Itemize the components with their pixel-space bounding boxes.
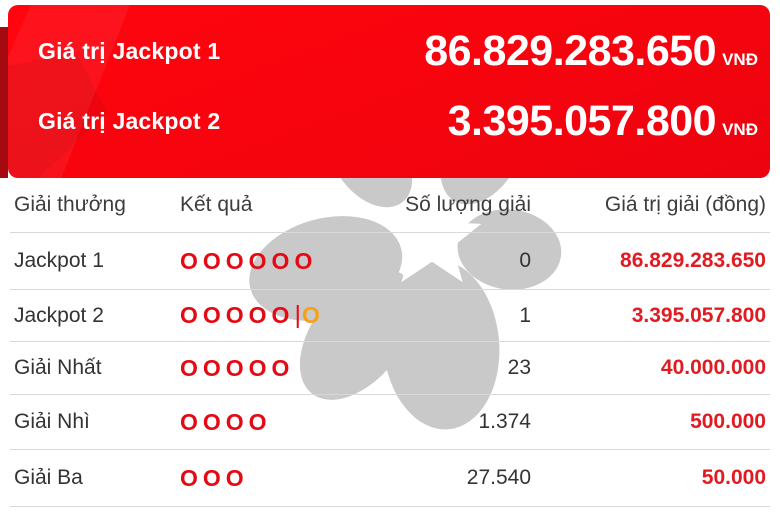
- header-prize: Giải thưởng: [14, 193, 126, 216]
- main-balls: OOOOOO: [180, 247, 318, 274]
- main-balls: OOOOO: [180, 302, 295, 328]
- result-balls: OOOOO|O: [180, 301, 350, 330]
- jackpot1-value: 86.829.283.650 VNĐ: [424, 27, 758, 76]
- jackpot1-label: Giá trị Jackpot 1: [38, 38, 221, 64]
- prize-name: Giải Ba: [14, 466, 83, 489]
- header-result: Kết quả: [180, 193, 253, 216]
- prize-value: 3.395.057.800: [631, 303, 766, 327]
- prize-count: 0: [519, 249, 531, 272]
- jackpot2-label: Giá trị Jackpot 2: [38, 108, 221, 134]
- table-header-row: Giải thưởng Kết quả Số lượng giải Giá tr…: [10, 178, 770, 233]
- prize-count: 1: [519, 303, 531, 327]
- bonus-ball: O: [301, 302, 325, 328]
- prize-value: 40.000.000: [660, 356, 766, 379]
- result-balls: OOOOO: [180, 355, 350, 382]
- jackpot2-value: 3.395.057.800 VNĐ: [448, 97, 758, 146]
- jackpot-banner: Giá trị Jackpot 1 86.829.283.650 VNĐ Giá …: [8, 5, 770, 178]
- ball-separator: |: [294, 301, 302, 329]
- left-edge-accent: [0, 27, 8, 178]
- result-balls: OOOO: [180, 409, 350, 436]
- prize-value: 86.829.283.650: [620, 249, 766, 272]
- prize-name: Giải Nhất: [14, 356, 102, 379]
- prize-name: Jackpot 1: [14, 249, 104, 272]
- jackpot2-amount: 3.395.057.800: [447, 97, 717, 145]
- result-balls: OOO: [180, 465, 350, 492]
- table-row-giai-ba: Giải Ba OOO 27.540 50.000: [10, 450, 770, 507]
- table-row-giai-nhat: Giải Nhất OOOOO 23 40.000.000: [10, 342, 770, 395]
- table-row-giai-nhi: Giải Nhì OOOO 1.374 500.000: [10, 395, 770, 450]
- result-balls: OOOOOO: [180, 248, 350, 275]
- main-balls: OOOOO: [180, 354, 295, 381]
- main-balls: OOO: [180, 464, 249, 491]
- prize-count: 1.374: [478, 410, 531, 433]
- jackpot1-currency: VNĐ: [722, 50, 758, 69]
- prize-count: 27.540: [466, 466, 531, 489]
- jackpot2-currency: VNĐ: [722, 120, 758, 139]
- header-count: Số lượng giải: [405, 193, 531, 216]
- prize-name: Jackpot 2: [14, 303, 104, 327]
- jackpot1-amount: 86.829.283.650: [424, 27, 717, 75]
- prize-value: 500.000: [690, 410, 766, 433]
- table-row-jackpot1: Jackpot 1 OOOOOO 0 86.829.283.650: [10, 233, 770, 290]
- main-balls: OOOO: [180, 408, 272, 435]
- table-row-jackpot2: Jackpot 2 OOOOO|O 1 3.395.057.800: [10, 290, 770, 342]
- star-cutout: [382, 188, 482, 283]
- prize-name: Giải Nhì: [14, 410, 90, 433]
- prize-count: 23: [507, 356, 531, 379]
- header-value: Giá trị giải (đồng): [604, 193, 766, 216]
- results-table: Giải thưởng Kết quả Số lượng giải Giá tr…: [0, 178, 780, 507]
- prize-value: 50.000: [701, 466, 766, 489]
